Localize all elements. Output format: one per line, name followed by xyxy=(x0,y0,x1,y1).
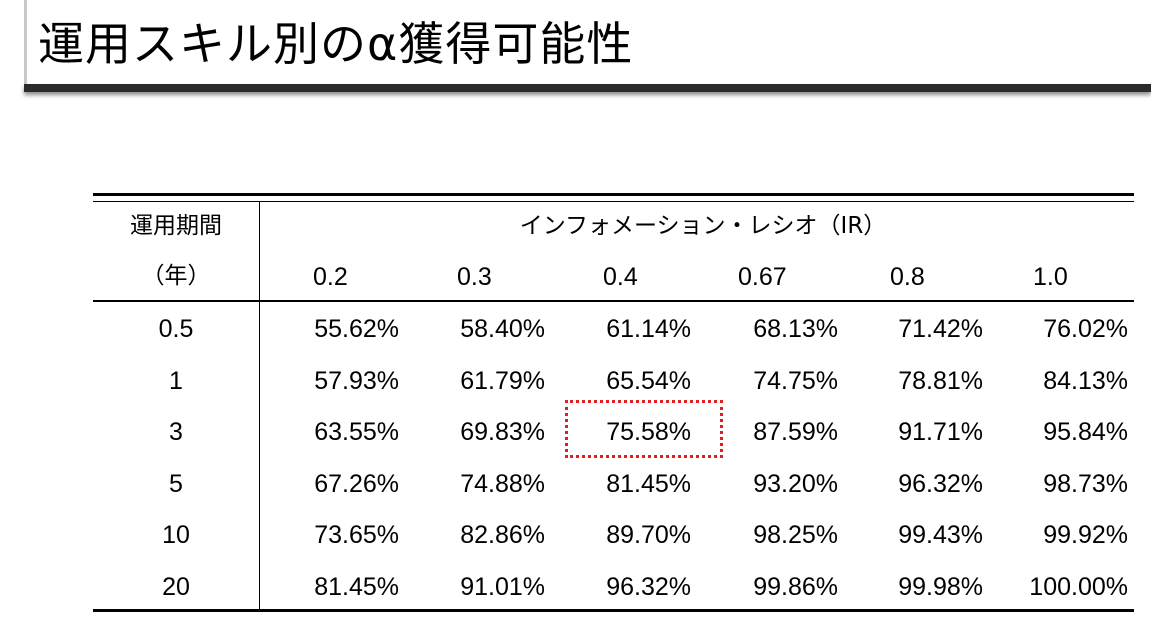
table-cell: 81.45% xyxy=(606,469,691,498)
table-cell: 63.55% xyxy=(314,418,399,446)
table-bottom-rule xyxy=(93,609,1134,612)
table-cell: 89.70% xyxy=(606,521,691,549)
table-cell: 75.58% xyxy=(606,418,691,446)
title-left-bar xyxy=(24,0,27,90)
table-cell: 95.84% xyxy=(1043,418,1128,446)
table-vertical-divider xyxy=(259,202,260,609)
table-top-rule xyxy=(93,193,1134,196)
table-top-rule-thin xyxy=(93,201,1134,202)
table-cell: 58.40% xyxy=(460,315,545,343)
table-cell: 67.26% xyxy=(314,469,399,498)
table-cell: 65.54% xyxy=(606,366,691,395)
table-cell: 87.59% xyxy=(753,418,838,446)
column-header: 0.8 xyxy=(890,263,925,291)
table-cell: 91.01% xyxy=(460,572,545,601)
page-title: 運用スキル別のα獲得可能性 xyxy=(38,17,634,71)
column-header: 0.2 xyxy=(313,263,348,291)
table-header-rule xyxy=(93,300,1134,302)
row-header-label: 運用期間 xyxy=(130,213,222,239)
table-cell: 61.14% xyxy=(606,315,691,343)
table-cell: 91.71% xyxy=(898,418,983,446)
slide-title-area: 運用スキル別のα獲得可能性 xyxy=(24,0,1151,98)
row-period: 20 xyxy=(162,572,190,601)
table-cell: 69.83% xyxy=(460,418,545,446)
highlight-box xyxy=(565,400,723,458)
column-header: 0.4 xyxy=(603,263,638,291)
table-cell: 61.79% xyxy=(460,366,545,395)
row-period: 3 xyxy=(169,418,183,446)
table-cell: 96.32% xyxy=(898,469,983,498)
row-period: 5 xyxy=(169,469,183,498)
table-cell: 98.73% xyxy=(1043,469,1128,498)
table-cell: 74.88% xyxy=(460,469,545,498)
row-header-unit: （年） xyxy=(141,263,211,289)
table-cell: 73.65% xyxy=(314,521,399,549)
table-cell: 68.13% xyxy=(753,315,838,343)
table-cell: 81.45% xyxy=(314,572,399,601)
group-header: インフォメーション・レシオ（IR） xyxy=(519,213,887,239)
table-cell: 99.43% xyxy=(898,521,983,549)
row-period: 10 xyxy=(162,521,190,549)
probability-table: 運用期間 （年） インフォメーション・レシオ（IR） 0.2 0.3 0.4 0.67… xyxy=(93,193,1134,613)
table-cell: 98.25% xyxy=(753,521,838,549)
table-cell: 99.98% xyxy=(898,572,983,601)
table-cell: 84.13% xyxy=(1043,366,1128,395)
table-cell: 74.75% xyxy=(753,366,838,395)
table-cell: 100.00% xyxy=(1029,572,1128,601)
table-cell: 99.92% xyxy=(1043,521,1128,549)
table-cell: 96.32% xyxy=(606,572,691,601)
column-header: 1.0 xyxy=(1033,263,1068,291)
table-cell: 93.20% xyxy=(753,469,838,498)
column-header: 0.67 xyxy=(738,263,787,291)
column-header: 0.3 xyxy=(457,263,492,291)
table-cell: 82.86% xyxy=(460,521,545,549)
title-underline xyxy=(24,84,1151,92)
table-cell: 57.93% xyxy=(314,366,399,395)
table-cell: 71.42% xyxy=(898,315,983,343)
table-cell: 78.81% xyxy=(898,366,983,395)
table-cell: 99.86% xyxy=(753,572,838,601)
row-period: 0.5 xyxy=(158,315,194,343)
table-cell: 76.02% xyxy=(1043,315,1128,343)
row-period: 1 xyxy=(169,366,183,395)
table-cell: 55.62% xyxy=(314,315,399,343)
